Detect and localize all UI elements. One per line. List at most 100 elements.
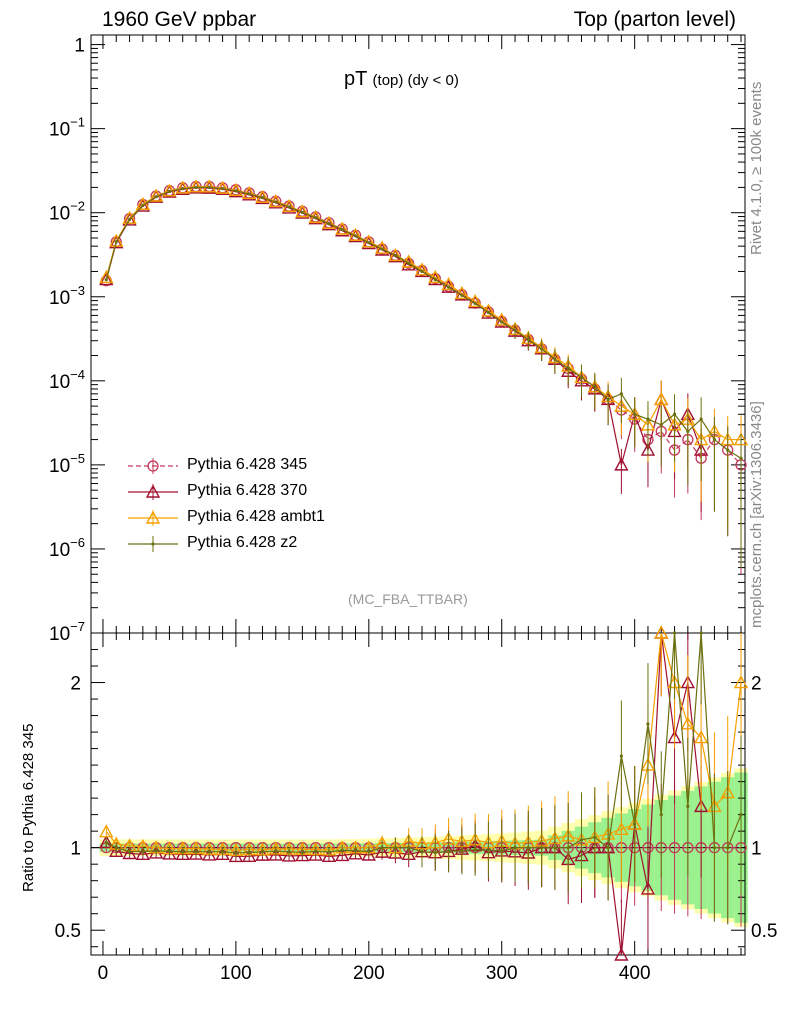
ratio-point bbox=[407, 846, 411, 850]
ratio-point bbox=[109, 843, 124, 858]
data-point bbox=[367, 241, 371, 245]
data-point bbox=[114, 240, 118, 244]
ratio-point bbox=[380, 846, 384, 850]
ratio-point bbox=[122, 846, 137, 860]
legend-entry-label: Pythia 6.428 ambt1 bbox=[187, 508, 325, 525]
legend-marker bbox=[145, 510, 161, 524]
ratio-point bbox=[300, 850, 304, 855]
ratio-point bbox=[274, 849, 278, 853]
ratio-point bbox=[693, 798, 709, 813]
x-tick-label: 200 bbox=[353, 963, 385, 984]
ratio-point bbox=[699, 631, 703, 635]
legend-marker bbox=[147, 460, 159, 472]
header-energy: 1960 GeV ppbar bbox=[102, 8, 257, 31]
ratio-point bbox=[593, 835, 597, 839]
ratio-point bbox=[361, 847, 376, 861]
series-3-ratio bbox=[104, 631, 743, 925]
ratio-tick-label-right: 2 bbox=[751, 674, 762, 695]
ratio-point bbox=[207, 850, 211, 854]
ratio-point bbox=[220, 850, 225, 854]
data-point bbox=[593, 385, 597, 389]
series-line bbox=[105, 186, 742, 459]
ratio-point bbox=[693, 730, 709, 744]
y-tick-label: 1 bbox=[74, 36, 85, 57]
data-point bbox=[473, 301, 477, 306]
data-point bbox=[127, 217, 132, 222]
data-point bbox=[314, 216, 318, 220]
ratio-point bbox=[712, 846, 717, 850]
data-point bbox=[109, 235, 124, 249]
data-point bbox=[467, 293, 483, 308]
ratio-point bbox=[659, 813, 663, 817]
data-point bbox=[407, 261, 411, 265]
header-process: Top (parton level) bbox=[573, 8, 736, 31]
data-point bbox=[526, 337, 530, 342]
legend-swatch-3 bbox=[128, 536, 178, 552]
ratio-point bbox=[646, 722, 650, 726]
data-point bbox=[460, 293, 464, 297]
x-tick-label: 300 bbox=[486, 963, 518, 984]
plot-title-sub: (top) (dy < 0) bbox=[372, 72, 459, 89]
ratio-point bbox=[500, 849, 504, 853]
ratio-tick-label-left: 0.5 bbox=[55, 921, 81, 942]
ratio-point bbox=[99, 834, 114, 849]
data-point bbox=[672, 412, 677, 416]
ratio-point bbox=[104, 840, 108, 844]
ratio-point bbox=[114, 846, 118, 850]
data-point bbox=[122, 212, 137, 226]
data-point bbox=[247, 192, 251, 196]
data-point bbox=[633, 412, 637, 416]
data-point bbox=[500, 320, 504, 324]
y-tick-label: 10−5 bbox=[49, 451, 85, 477]
ratio-point bbox=[287, 850, 291, 854]
data-point bbox=[566, 366, 570, 371]
data-point bbox=[104, 278, 108, 282]
data-point bbox=[420, 269, 424, 274]
ratio-point bbox=[606, 846, 610, 850]
ratio-point bbox=[242, 848, 257, 863]
data-point bbox=[99, 272, 114, 286]
ratio-point bbox=[566, 846, 570, 850]
ratio-point bbox=[680, 716, 696, 730]
data-point bbox=[141, 203, 145, 208]
data-point bbox=[428, 269, 443, 284]
ratio-point bbox=[686, 804, 690, 808]
data-point bbox=[454, 285, 470, 299]
ratio-point bbox=[335, 847, 350, 862]
y-tick-label: 10−2 bbox=[49, 199, 85, 225]
data-point bbox=[619, 392, 623, 396]
ratio-axis-label: Ratio to Pythia 6.428 345 bbox=[20, 723, 37, 892]
data-point bbox=[540, 347, 544, 351]
legend-swatch-2 bbox=[128, 510, 178, 526]
data-point bbox=[614, 457, 629, 471]
ratio-point bbox=[314, 849, 318, 853]
ratio-tick-label-right: 1 bbox=[751, 839, 762, 860]
ratio-point bbox=[619, 754, 623, 758]
ratio-point bbox=[672, 631, 677, 635]
ratio-point bbox=[668, 842, 681, 854]
y-tick-label: 10−4 bbox=[49, 367, 85, 393]
analysis-tag: (MC_FBA_TTBAR) bbox=[348, 591, 468, 607]
data-point bbox=[433, 278, 437, 282]
y-tick-label: 10−1 bbox=[49, 115, 85, 141]
data-point bbox=[739, 456, 743, 460]
data-point bbox=[579, 375, 584, 379]
ratio-point bbox=[526, 846, 530, 850]
legend-swatch-1 bbox=[128, 484, 178, 500]
ratio-point bbox=[633, 822, 637, 826]
x-tick-label: 400 bbox=[619, 963, 651, 984]
data-point bbox=[340, 227, 344, 232]
data-point bbox=[135, 198, 151, 212]
ratio-point bbox=[167, 849, 172, 853]
data-point bbox=[726, 448, 730, 452]
rivet-version-label: Rivet 4.1.0, ≥ 100k events bbox=[748, 81, 765, 255]
ratio-point bbox=[446, 849, 451, 853]
data-point bbox=[99, 269, 114, 284]
x-tick-label: 100 bbox=[220, 963, 252, 984]
data-point bbox=[220, 187, 225, 191]
legend-marker bbox=[151, 542, 155, 546]
data-point bbox=[181, 187, 185, 191]
ratio-point bbox=[353, 849, 358, 853]
series-line bbox=[105, 187, 702, 466]
